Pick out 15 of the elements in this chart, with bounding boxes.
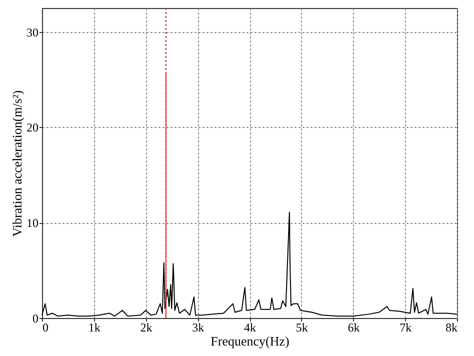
y-tick-label: 0 bbox=[32, 312, 38, 326]
x-tick-label: 7k bbox=[400, 320, 412, 334]
x-tick-label: 6k bbox=[348, 320, 360, 334]
x-tick-label: 2k bbox=[140, 320, 152, 334]
x-axis-title: Frequency(Hz) bbox=[210, 334, 290, 348]
x-tick-label: 1k bbox=[88, 320, 100, 334]
y-axis-title: Vibration acceleration(m/s²) bbox=[10, 90, 24, 237]
x-tick-label: 0 bbox=[42, 320, 48, 334]
x-tick-label: 3k bbox=[192, 320, 204, 334]
x-tick-label: 8k bbox=[446, 320, 458, 334]
x-tick-label: 5k bbox=[296, 320, 308, 334]
x-tick-label: 4k bbox=[244, 320, 256, 334]
y-tick-label: 30 bbox=[26, 25, 38, 40]
y-tick-label: 20 bbox=[26, 120, 38, 135]
y-tick-label: 10 bbox=[26, 216, 38, 230]
